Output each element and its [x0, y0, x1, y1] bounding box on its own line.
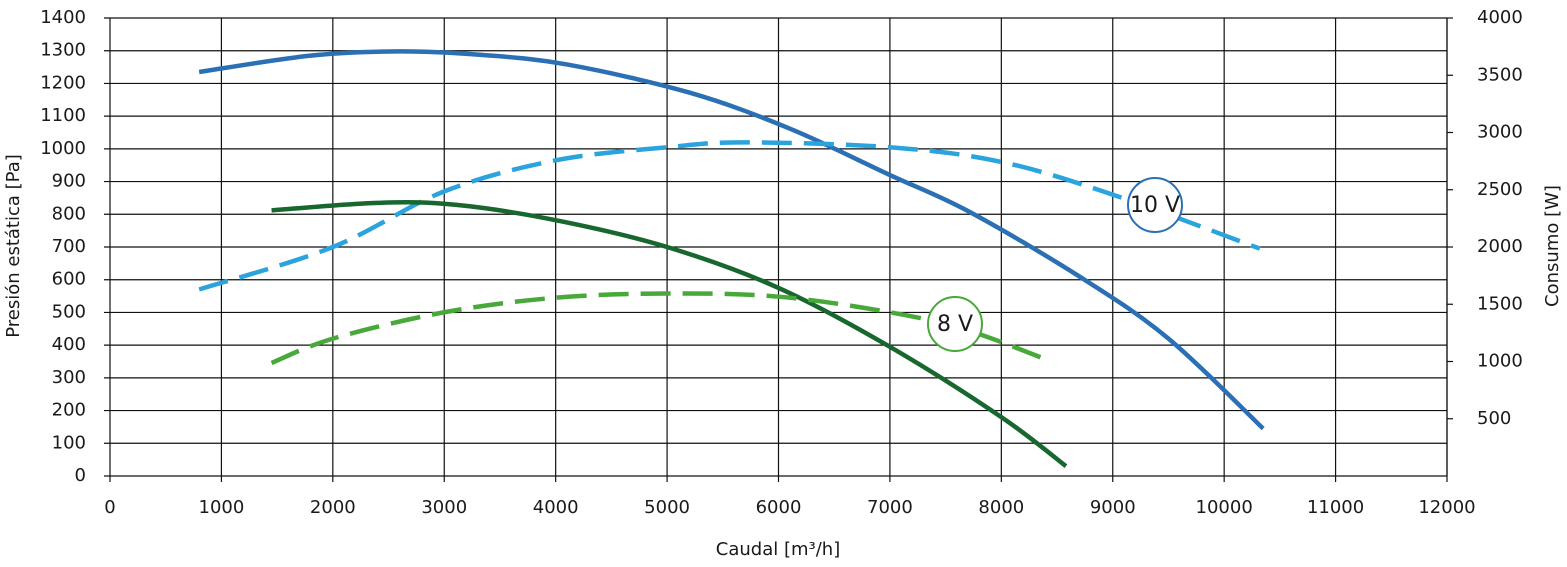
x-tick-label: 7000: [867, 497, 913, 518]
x-tick-label: 6000: [756, 497, 802, 518]
y-tick-label: 400: [52, 334, 86, 355]
y2-axis-title: Consumo [W]: [1542, 185, 1563, 307]
y-tick-label: 1100: [40, 105, 86, 126]
y-tick-label: 300: [52, 367, 86, 388]
series-line: [271, 200, 1068, 468]
x-tick-label: 1000: [199, 497, 245, 518]
y2-tick-label: 1500: [1477, 293, 1523, 314]
y2-tick-label: 3500: [1477, 64, 1523, 85]
x-axis-title: Caudal [m³/h]: [716, 539, 840, 560]
x-tick-label: 5000: [644, 497, 690, 518]
y-tick-label: 1000: [40, 138, 86, 159]
x-tick-label: 10000: [1196, 497, 1253, 518]
y-tick-label: 500: [52, 301, 86, 322]
y-tick-label: 1400: [40, 7, 86, 28]
x-tick-label: 11000: [1307, 497, 1364, 518]
y2-tick-label: 1000: [1477, 351, 1523, 372]
annotation-label: 10 V: [1130, 193, 1180, 218]
y-tick-label: 1300: [40, 40, 86, 61]
y2-tick-label: 4000: [1477, 7, 1523, 28]
y-tick-label: 600: [52, 269, 86, 290]
y-axis-title: Presión estática [Pa]: [3, 154, 24, 338]
x-tick-label: 9000: [1090, 497, 1136, 518]
y2-tick-label: 3000: [1477, 122, 1523, 143]
x-tick-label: 3000: [421, 497, 467, 518]
y-tick-label: 200: [52, 400, 86, 421]
y-tick-label: 100: [52, 432, 86, 453]
x-tick-label: 4000: [533, 497, 579, 518]
y-tick-label: 700: [52, 236, 86, 257]
y2-tick-label: 2500: [1477, 179, 1523, 200]
x-tick-label: 0: [104, 497, 115, 518]
y-tick-label: 0: [75, 465, 86, 486]
x-tick-label: 2000: [310, 497, 356, 518]
annotation-label: 8 V: [937, 312, 973, 337]
annotation-circle: [927, 296, 983, 352]
series-line: [198, 140, 1261, 292]
y-tick-label: 1200: [40, 72, 86, 93]
annotation-circle: [1127, 177, 1183, 233]
y-tick-label: 900: [52, 171, 86, 192]
y-tick-label: 800: [52, 203, 86, 224]
x-tick-label: 12000: [1418, 497, 1475, 518]
series-line: [198, 49, 1265, 431]
x-tick-label: 8000: [978, 497, 1024, 518]
y2-tick-label: 500: [1477, 408, 1511, 429]
y2-tick-label: 2000: [1477, 236, 1523, 257]
